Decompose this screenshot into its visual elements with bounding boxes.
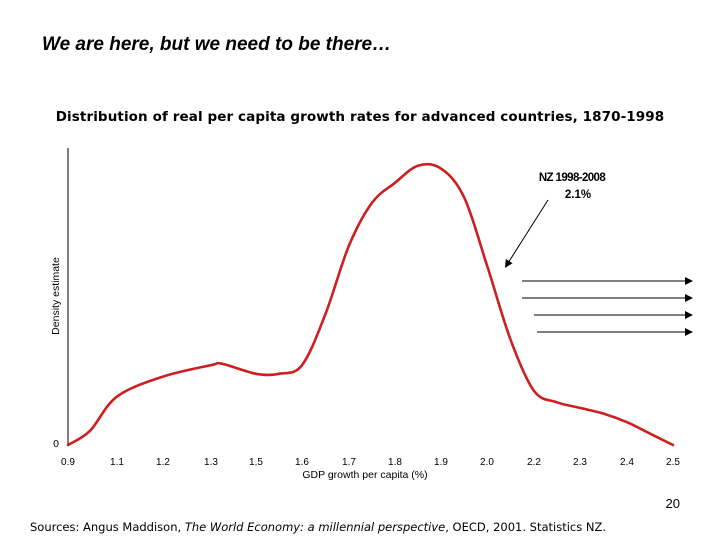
x-tick-label: 1.1 — [110, 457, 124, 468]
x-tick-label: 1.3 — [204, 457, 218, 468]
annotation-label-line1: NZ 1998-2008 — [539, 172, 607, 184]
x-axis-label: GDP growth per capita (%) — [302, 469, 427, 481]
x-tick-label: 0.9 — [61, 457, 75, 468]
x-tick-label: 2.0 — [480, 457, 494, 468]
x-tick-label: 1.5 — [249, 457, 263, 468]
x-tick-label: 1.8 — [388, 457, 402, 468]
sources-suffix: , OECD, 2001. Statistics NZ. — [445, 520, 607, 534]
x-tick-label: 2.4 — [620, 457, 634, 468]
density-curve — [66, 162, 675, 447]
x-tick-label: 1.7 — [342, 457, 356, 468]
annotation-arrow — [504, 199, 549, 268]
sources-prefix: Sources: Angus Maddison, — [30, 520, 185, 534]
x-tick-label: 1.2 — [156, 457, 170, 468]
x-tick-label: 1.9 — [434, 457, 448, 468]
chart-title: Distribution of real per capita growth r… — [55, 109, 665, 125]
annotation-label-line2: 2.1% — [565, 189, 591, 201]
y-tick-label: 0 — [53, 438, 59, 450]
sources-book-title: The World Economy: a millennial perspect… — [184, 520, 446, 534]
y-axis-label: Density estimate — [50, 257, 62, 335]
x-tick-label: 2.5 — [666, 457, 680, 468]
sources-note: Sources: Angus Maddison, The World Econo… — [30, 520, 606, 534]
target-arrows — [522, 277, 693, 336]
slide-title: We are here, but we need to be there… — [42, 34, 392, 55]
x-tick-label: 1.6 — [295, 457, 309, 468]
page-number: 20 — [665, 496, 680, 511]
x-tick-label: 2.2 — [527, 457, 541, 468]
x-tick-label: 2.3 — [573, 457, 587, 468]
